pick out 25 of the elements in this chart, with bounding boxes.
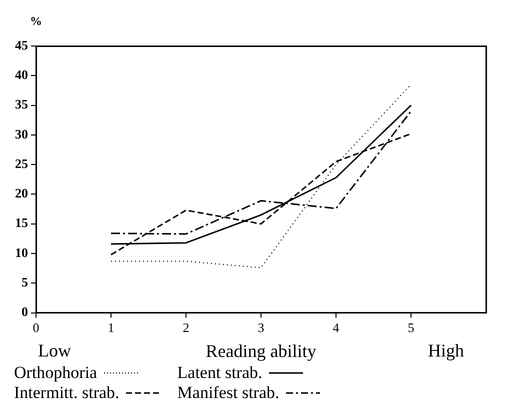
x-tick-label: 1 — [108, 320, 114, 336]
y-tick-label: 35 — [15, 96, 28, 112]
y-tick-label: 5 — [22, 274, 28, 290]
legend-label: Intermitt. strab. — [14, 383, 120, 403]
legend-label: Orthophoria — [14, 363, 98, 383]
y-tick-label: 10 — [15, 244, 28, 260]
y-tick-label: 20 — [15, 186, 28, 201]
x-axis-title: Reading ability — [206, 340, 316, 361]
text: Low — [38, 340, 71, 361]
y-tick-label: 0 — [22, 304, 28, 320]
legend-label: Manifest strab. — [177, 383, 280, 403]
text: High — [428, 340, 464, 361]
y-tick-label: 25 — [15, 156, 28, 171]
x-tick-label: 0 — [32, 320, 40, 336]
x-tick-label: 4 — [332, 320, 340, 336]
x-tick-label: 3 — [258, 320, 264, 336]
x-tick-label: 5 — [408, 320, 414, 336]
y-tick-label: 45 — [15, 37, 28, 52]
y-tick-label: 40 — [15, 67, 28, 82]
y-tick-label: 15 — [15, 215, 28, 230]
x-tick-label: 2 — [182, 320, 190, 336]
line-series — [110, 84, 412, 268]
y-axis-title: % — [30, 14, 42, 28]
y-tick-label: 30 — [15, 126, 28, 142]
legend-label: Latent strab. — [177, 363, 262, 383]
